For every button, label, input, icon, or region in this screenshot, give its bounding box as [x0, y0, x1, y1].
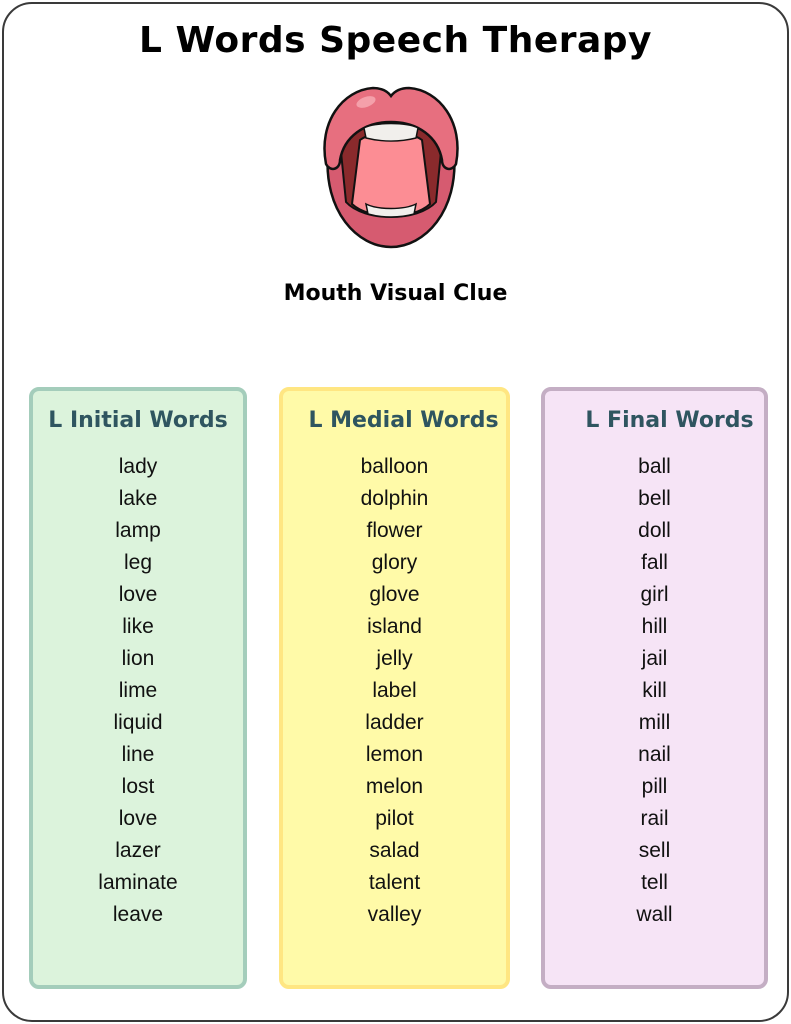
word-item: hill — [641, 615, 668, 638]
word-item: jelly — [376, 647, 413, 670]
word-item: ladder — [365, 711, 424, 734]
word-item: bell — [638, 487, 671, 510]
mouth-visual-clue-label: Mouth Visual Clue — [283, 281, 508, 306]
column-heading: L Initial Words — [48, 408, 228, 433]
word-item: like — [122, 615, 154, 638]
word-item: fall — [641, 551, 668, 574]
word-item: melon — [365, 775, 424, 798]
word-item: girl — [640, 583, 669, 606]
initial-words-column: L Initial Words lady lake lamp leg love like l… — [29, 387, 247, 989]
word-item: pill — [641, 775, 668, 798]
word-item: leg — [123, 551, 153, 574]
word-item: rail — [640, 807, 669, 830]
column-heading: L Medial Words — [308, 408, 499, 433]
word-item: flower — [366, 519, 423, 542]
final-words-column: L Final Words ball bell doll fall girl hill ja… — [541, 387, 768, 989]
medial-words-column: L Medial Words balloon dolphin flower glory… — [279, 387, 510, 989]
word-item: lemon — [365, 743, 424, 766]
word-item: tell — [641, 871, 668, 894]
word-item: jail — [641, 647, 668, 670]
word-item: ball — [638, 455, 671, 478]
word-item: lazer — [115, 839, 161, 862]
word-list: ball bell doll fall girl hill jail kill mill nail… — [545, 451, 764, 931]
word-item: liquid — [113, 711, 163, 734]
word-item: dolphin — [360, 487, 429, 510]
word-item: lost — [121, 775, 155, 798]
word-item: sell — [638, 839, 671, 862]
word-item: balloon — [360, 455, 429, 478]
word-item: lamp — [115, 519, 161, 542]
word-item: glove — [369, 583, 420, 606]
word-item: leave — [112, 903, 164, 926]
word-item: laminate — [98, 871, 178, 894]
word-list: lady lake lamp leg love like lion lime liquid lin… — [33, 451, 243, 931]
word-item: lion — [121, 647, 155, 670]
word-item: salad — [369, 839, 420, 862]
word-item: line — [121, 743, 155, 766]
word-item: mill — [638, 711, 671, 734]
word-item: wall — [636, 903, 673, 926]
word-item: lake — [118, 487, 158, 510]
word-item: love — [118, 807, 158, 830]
word-item: nail — [638, 743, 671, 766]
word-item: glory — [371, 551, 418, 574]
open-mouth-icon — [323, 86, 459, 249]
word-item: talent — [368, 871, 421, 894]
page-title: L Words Speech Therapy — [138, 20, 653, 61]
word-item: doll — [638, 519, 671, 542]
word-item: lady — [118, 455, 158, 478]
word-item: kill — [642, 679, 667, 702]
word-item: love — [118, 583, 158, 606]
word-item: label — [372, 679, 417, 702]
word-item: island — [367, 615, 422, 638]
word-item: lime — [118, 679, 158, 702]
word-item: pilot — [375, 807, 414, 830]
word-list: balloon dolphin flower glory glove island jell… — [283, 451, 506, 931]
word-item: valley — [367, 903, 422, 926]
column-heading: L Final Words — [585, 408, 754, 433]
